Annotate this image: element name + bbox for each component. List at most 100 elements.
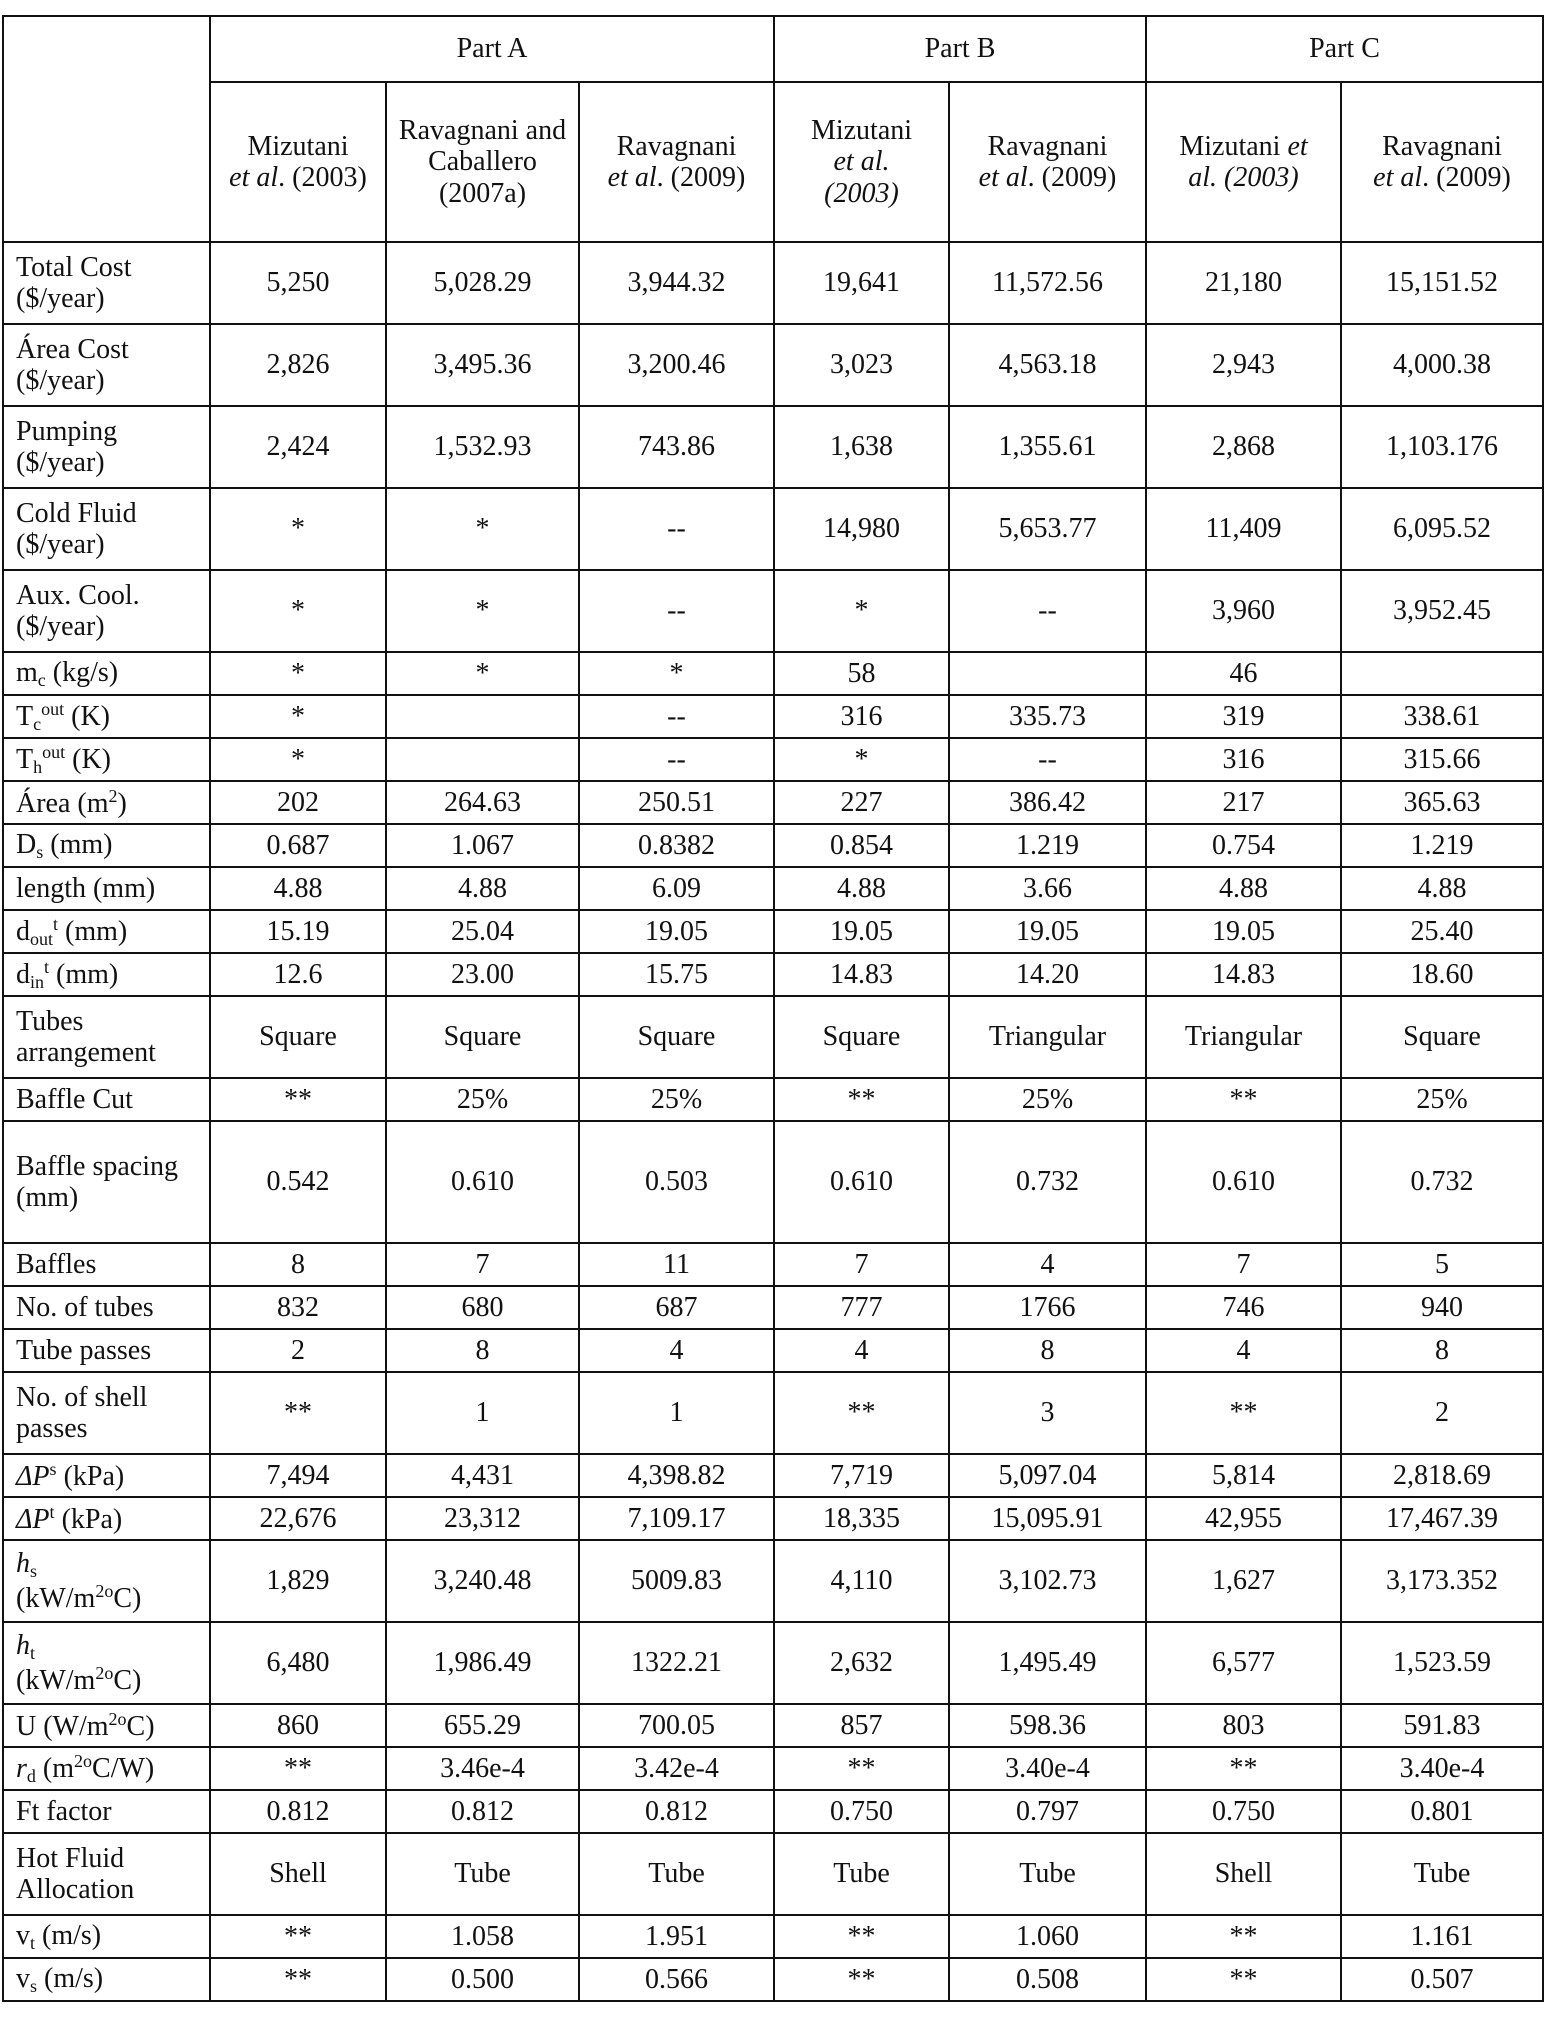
text-segment: Mizutani xyxy=(247,130,349,162)
row-label: Ds (mm) xyxy=(2,823,211,868)
table-row: Pumping ($/year) 2,424 1,532.93 743.86 1,638… xyxy=(2,405,1544,489)
text-segment: t xyxy=(44,956,50,977)
value-cell: * xyxy=(773,569,950,653)
value-cell: -- xyxy=(578,694,775,739)
value-cell: 6.09 xyxy=(578,866,775,911)
value-cell: 4.88 xyxy=(1340,866,1544,911)
value-cell: 0.507 xyxy=(1340,1957,1544,2002)
text-segment: 2o xyxy=(95,1662,114,1683)
table-row: Área (m2) 202 264.63 250.51 227 386.42 217 365.… xyxy=(2,780,1544,825)
value-cell: 5,653.77 xyxy=(948,487,1147,571)
value-cell: ** xyxy=(1145,1914,1342,1959)
text-segment: (kg/s) xyxy=(45,656,119,688)
value-cell: 0.610 xyxy=(773,1120,950,1244)
row-label: dint (mm) xyxy=(2,952,211,997)
value-cell: 15.19 xyxy=(209,909,387,954)
value-cell: 0.750 xyxy=(1145,1789,1342,1834)
value-cell: 3.40e-4 xyxy=(948,1746,1147,1791)
row-label: ht (kW/m2oC) xyxy=(2,1621,211,1705)
text-segment: (m xyxy=(35,1752,75,1784)
row-label: Cold Fluid ($/year) xyxy=(2,487,211,571)
value-cell: 0.687 xyxy=(209,823,387,868)
value-cell: * xyxy=(578,651,775,696)
value-cell: 1,103.176 xyxy=(1340,405,1544,489)
value-cell: 4.88 xyxy=(773,866,950,911)
row-label: vt (m/s) xyxy=(2,1914,211,1959)
text-segment: . (2009) xyxy=(1422,162,1511,193)
value-cell: * xyxy=(385,487,580,571)
value-cell: 3,952.45 xyxy=(1340,569,1544,653)
value-cell: 42,955 xyxy=(1145,1496,1342,1541)
row-label: Total Cost ($/year) xyxy=(2,241,211,325)
value-cell: Shell xyxy=(1145,1832,1342,1916)
text-segment: et al xyxy=(229,162,279,193)
row-label: vs (m/s) xyxy=(2,1957,211,2002)
table-row: U (W/m2oC) 860 655.29 700.05 857 598.36 803 591… xyxy=(2,1703,1544,1748)
text-segment: Ravagnani and Caballero (2007a) xyxy=(398,114,567,209)
value-cell: Square xyxy=(1340,995,1544,1079)
value-cell: 4,398.82 xyxy=(578,1453,775,1498)
value-cell: 1,829 xyxy=(209,1539,387,1623)
value-cell: 2,868 xyxy=(1145,405,1342,489)
text-segment: D xyxy=(16,828,37,860)
text-segment: (m/s) xyxy=(37,1962,104,1994)
table-row: ΔPt (kPa) 22,676 23,312 7,109.17 18,335 15,09… xyxy=(2,1496,1544,1541)
column-header: Mizutani et al. (2003) xyxy=(209,81,387,243)
value-cell: 4 xyxy=(1145,1328,1342,1373)
value-cell: 12.6 xyxy=(209,952,387,997)
table-row: Thout (K) * -- * -- 316 315.66 xyxy=(2,737,1544,782)
text-segment: T xyxy=(16,743,34,775)
value-cell: 11,409 xyxy=(1145,487,1342,571)
value-cell: 5009.83 xyxy=(578,1539,775,1623)
row-label: No. of shell passes xyxy=(2,1371,211,1455)
part-header: Part B xyxy=(773,15,1147,83)
value-cell: 1.219 xyxy=(1340,823,1544,868)
value-cell: 6,577 xyxy=(1145,1621,1342,1705)
table-row: mc (kg/s) * * * 58 46 xyxy=(2,651,1544,696)
value-cell: * xyxy=(773,737,950,782)
value-cell: 2 xyxy=(209,1328,387,1373)
table-row: Tcout (K) * -- 316 335.73 319 338.61 xyxy=(2,694,1544,739)
value-cell: 365.63 xyxy=(1340,780,1544,825)
value-cell: 11 xyxy=(578,1242,775,1287)
table-row: hs (kW/m2oC) 1,829 3,240.48 5009.83 4,110 3,10… xyxy=(2,1539,1544,1623)
text-segment: (mm) xyxy=(49,958,119,990)
value-cell: 655.29 xyxy=(385,1703,580,1748)
value-cell: 0.500 xyxy=(385,1957,580,2002)
part-header: Part C xyxy=(1145,15,1544,83)
column-header: Ravagnani and Caballero (2007a) xyxy=(385,81,580,243)
value-cell: 0.610 xyxy=(1145,1120,1342,1244)
value-cell: 3 xyxy=(948,1371,1147,1455)
value-cell: 1,638 xyxy=(773,405,950,489)
value-cell: 0.797 xyxy=(948,1789,1147,1834)
row-label: Thout (K) xyxy=(2,737,211,782)
value-cell: 6,480 xyxy=(209,1621,387,1705)
table-row: dint (mm) 12.6 23.00 15.75 14.83 14.20 14.83 18… xyxy=(2,952,1544,997)
value-cell: ** xyxy=(773,1957,950,2002)
row-label: Área Cost ($/year) xyxy=(2,323,211,407)
value-cell: ** xyxy=(1145,1957,1342,2002)
value-cell: -- xyxy=(578,569,775,653)
value-cell: 4 xyxy=(578,1328,775,1373)
value-cell: 15,151.52 xyxy=(1340,241,1544,325)
text-segment: et xyxy=(1287,130,1308,162)
value-cell: 2,826 xyxy=(209,323,387,407)
text-segment: . (2009) xyxy=(656,162,746,193)
value-cell: 2,818.69 xyxy=(1340,1453,1544,1498)
text-segment: (K) xyxy=(65,743,111,775)
value-cell: 316 xyxy=(773,694,950,739)
text-segment: C/W) xyxy=(92,1752,155,1784)
value-cell: 860 xyxy=(209,1703,387,1748)
text-segment: t xyxy=(49,1501,55,1522)
table-row: Área Cost ($/year) 2,826 3,495.36 3,200.46 3… xyxy=(2,323,1544,407)
table-row: No. of shell passes ** 1 1 ** 3 ** 2 xyxy=(2,1371,1544,1455)
value-cell: 18.60 xyxy=(1340,952,1544,997)
text-segment: t xyxy=(30,1932,36,1953)
value-cell: * xyxy=(209,737,387,782)
value-cell: 0.732 xyxy=(1340,1120,1544,1244)
value-cell: 14,980 xyxy=(773,487,950,571)
text-segment: ) xyxy=(117,787,127,819)
value-cell: 7 xyxy=(773,1242,950,1287)
table-row: doutt (mm) 15.19 25.04 19.05 19.05 19.05 19.05… xyxy=(2,909,1544,954)
value-cell: 7,719 xyxy=(773,1453,950,1498)
